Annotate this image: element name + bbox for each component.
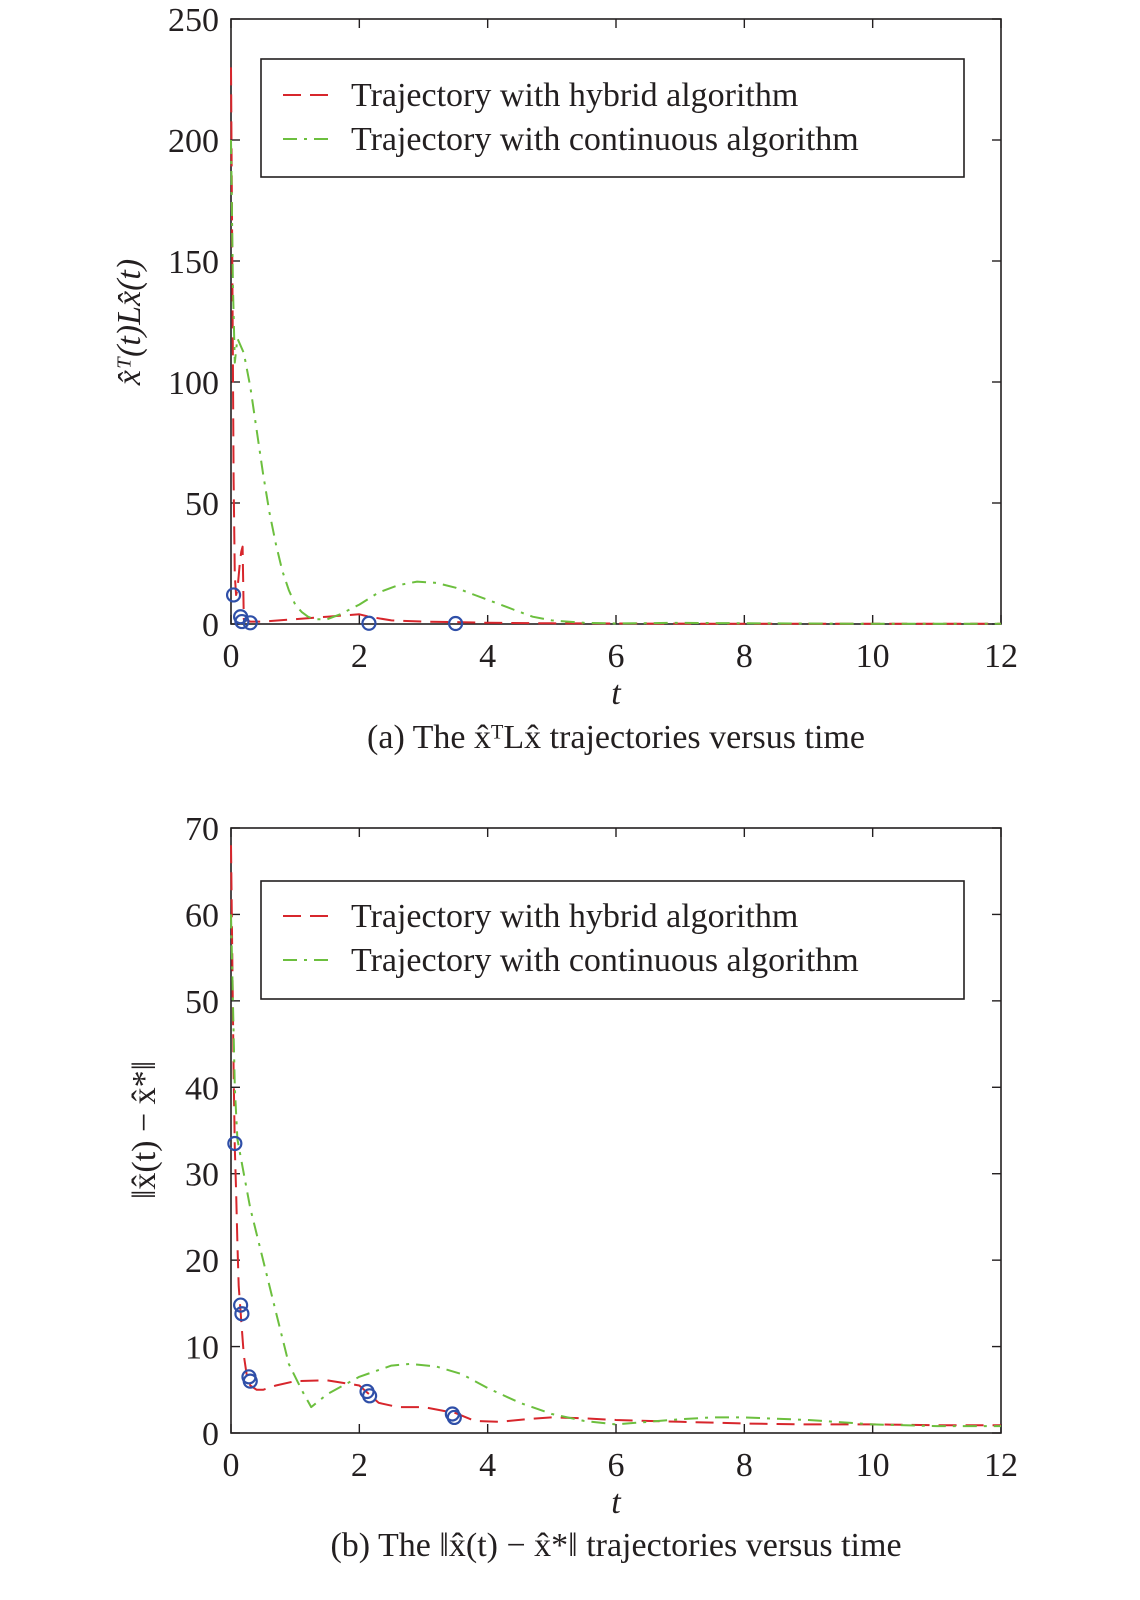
event-marker bbox=[227, 1135, 243, 1152]
plot-b-legend-box bbox=[260, 880, 965, 1000]
event-marker bbox=[447, 615, 464, 632]
plot-a-xlabel: t bbox=[611, 675, 622, 712]
plot-b-legend-label-hybrid: Trajectory with hybrid algorithm bbox=[351, 898, 798, 935]
y-tick-label: 0 bbox=[202, 1416, 219, 1453]
x-tick-label: 0 bbox=[223, 1447, 240, 1484]
y-tick-label: 200 bbox=[168, 123, 219, 160]
plot-b-ylabel: ‖x̂(t) − x̂*‖ bbox=[126, 1061, 163, 1199]
plot-a-legend-label-continuous: Trajectory with continuous algorithm bbox=[351, 121, 859, 158]
event-marker bbox=[362, 1388, 378, 1404]
panel-b: 0 2 4 6 8 10 12 0 10 20 30 40 50 60 70 ‖x̂(t) − x̂*‖ t… bbox=[126, 811, 1018, 1564]
event-marker bbox=[361, 615, 377, 631]
event-marker bbox=[225, 587, 242, 603]
x-tick-label: 2 bbox=[351, 1447, 368, 1484]
y-tick-label: 100 bbox=[168, 365, 219, 402]
plot-b-caption: (b) The ‖x̂(t) − x̂*‖ trajectories versu… bbox=[330, 1527, 901, 1564]
series-line-hybrid bbox=[230, 845, 1001, 1427]
y-tick-label: 250 bbox=[168, 2, 219, 39]
series-line-continuous bbox=[230, 139, 1001, 625]
plot-a-ylabel: x̂ᵀ(t)Lx̂(t) bbox=[111, 259, 148, 386]
y-tick-label: 10 bbox=[185, 1330, 219, 1367]
x-tick-label: 12 bbox=[984, 1447, 1018, 1484]
x-tick-label: 8 bbox=[736, 1447, 753, 1484]
plot-a-ticks: 0 2 4 6 8 10 12 0 50 100 150 200 250 bbox=[168, 2, 1018, 675]
event-marker bbox=[233, 1297, 249, 1313]
y-tick-label: 30 bbox=[185, 1157, 219, 1194]
series-line-continuous bbox=[230, 914, 1001, 1428]
plot-b-series bbox=[230, 845, 1001, 1428]
y-tick-label: 50 bbox=[185, 486, 219, 523]
plot-b-legend: Trajectory with hybrid algorithm Traject… bbox=[260, 880, 965, 1000]
plot-b-markers bbox=[227, 1135, 462, 1426]
y-tick-label: 50 bbox=[185, 984, 219, 1021]
x-tick-label: 12 bbox=[984, 638, 1018, 675]
y-tick-label: 60 bbox=[185, 897, 219, 934]
plot-b-legend-label-continuous: Trajectory with continuous algorithm bbox=[351, 942, 859, 979]
x-tick-label: 4 bbox=[479, 1447, 496, 1484]
event-marker bbox=[234, 1306, 250, 1322]
plot-a-caption: (a) The x̂ᵀLx̂ trajectories versus time bbox=[367, 719, 865, 756]
x-tick-label: 4 bbox=[479, 638, 496, 675]
y-tick-label: 0 bbox=[202, 607, 219, 644]
plot-a-legend-box bbox=[260, 58, 965, 178]
plot-a-series bbox=[230, 67, 1001, 625]
y-tick-label: 20 bbox=[185, 1243, 219, 1280]
y-tick-label: 150 bbox=[168, 244, 219, 281]
x-tick-label: 2 bbox=[351, 638, 368, 675]
event-marker bbox=[242, 1373, 258, 1389]
plot-b-xlabel: t bbox=[611, 1484, 622, 1521]
plot-a-markers bbox=[225, 587, 464, 632]
x-tick-label: 6 bbox=[608, 1447, 625, 1484]
x-tick-label: 8 bbox=[736, 638, 753, 675]
event-marker bbox=[242, 615, 258, 631]
series-line-hybrid bbox=[230, 67, 1001, 625]
y-tick-label: 70 bbox=[185, 811, 219, 848]
plot-a-legend-label-hybrid: Trajectory with hybrid algorithm bbox=[351, 77, 798, 114]
y-tick-label: 40 bbox=[185, 1070, 219, 1107]
x-tick-label: 0 bbox=[223, 638, 240, 675]
event-marker bbox=[234, 613, 250, 630]
plot-a-legend: Trajectory with hybrid algorithm Traject… bbox=[260, 58, 965, 178]
x-tick-label: 10 bbox=[856, 638, 890, 675]
x-tick-label: 10 bbox=[856, 1447, 890, 1484]
event-marker bbox=[446, 1409, 462, 1426]
x-tick-label: 6 bbox=[608, 638, 625, 675]
plot-b-ticks: 0 2 4 6 8 10 12 0 10 20 30 40 50 60 70 bbox=[185, 811, 1018, 1484]
